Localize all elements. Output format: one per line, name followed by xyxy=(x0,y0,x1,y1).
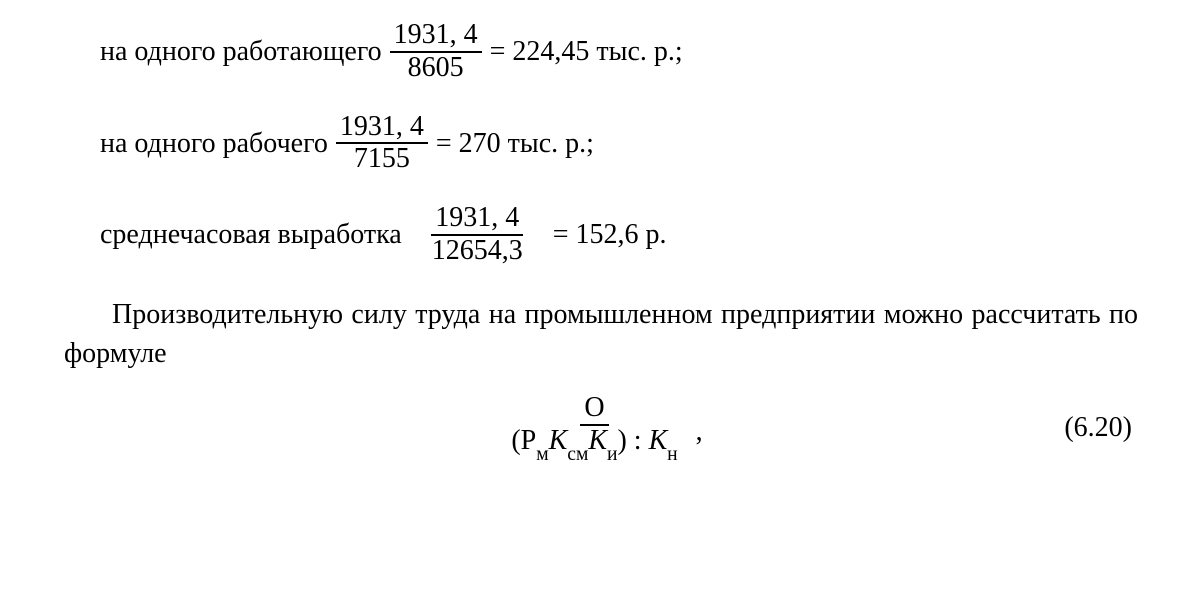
paragraph-text: Производительную силу труда на промышлен… xyxy=(60,295,1142,373)
den-open: (Р xyxy=(511,425,536,456)
frac3-num: 1931, 4 xyxy=(431,203,523,236)
line2-result: = 270 тыс. р.; xyxy=(436,124,594,163)
frac3-den: 12654,3 xyxy=(428,236,527,267)
line1-prefix: на одного работающего xyxy=(100,32,382,71)
paragraph-content: Производительную силу труда на промышлен… xyxy=(64,299,1138,369)
den-k3: К xyxy=(649,425,668,456)
calc-line-2: на одного рабочего 1931, 4 7155 = 270 ты… xyxy=(60,112,1142,176)
formula-row: О (РмКсмКи) : Кн , (6.20) xyxy=(60,393,1142,461)
formula-num: О xyxy=(580,393,608,426)
frac1-den: 8605 xyxy=(404,53,468,84)
den-sub2: см xyxy=(567,444,588,465)
den-sub1: м xyxy=(536,444,548,465)
frac2-num: 1931, 4 xyxy=(336,112,428,145)
line1-result: = 224,45 тыс. р.; xyxy=(490,32,683,71)
line2-prefix: на одного рабочего xyxy=(100,124,328,163)
fraction-2: 1931, 4 7155 xyxy=(336,112,428,176)
calc-line-1: на одного работающего 1931, 4 8605 = 224… xyxy=(60,20,1142,84)
equation-number: (6.20) xyxy=(1064,408,1132,447)
den-k2: К xyxy=(588,425,607,456)
formula-center: О (РмКсмКи) : Кн , xyxy=(60,393,1142,461)
line3-result: = 152,6 р. xyxy=(553,215,667,254)
fraction-3: 1931, 4 12654,3 xyxy=(428,203,527,267)
den-sub3: и xyxy=(607,444,618,465)
formula-den: (РмКсмКи) : Кн xyxy=(507,426,681,461)
den-sub4: н xyxy=(667,444,678,465)
frac2-den: 7155 xyxy=(350,144,414,175)
line3-prefix: среднечасовая выработка xyxy=(100,215,402,254)
fraction-1: 1931, 4 8605 xyxy=(390,20,482,84)
den-close: ) : xyxy=(617,425,648,456)
formula-after: , xyxy=(696,412,703,461)
den-k1: К xyxy=(549,425,568,456)
frac1-num: 1931, 4 xyxy=(390,20,482,53)
formula-fraction: О (РмКсмКи) : Кн xyxy=(507,393,681,461)
calc-line-3: среднечасовая выработка 1931, 4 12654,3 … xyxy=(60,203,1142,267)
